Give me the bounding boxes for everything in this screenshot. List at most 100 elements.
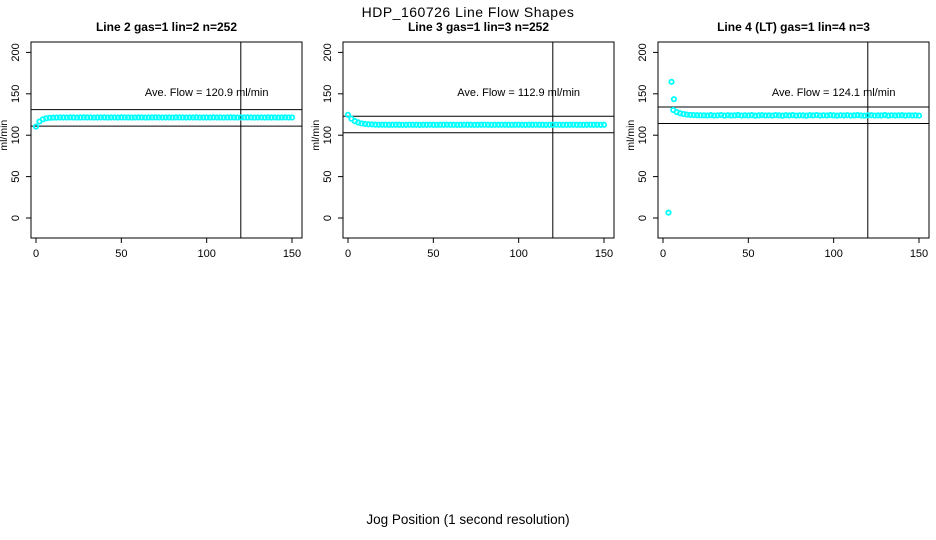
data-point (711, 112, 718, 119)
y-tick-label: 150 (322, 85, 334, 103)
data-point (573, 121, 580, 128)
x-tick-label: 100 (824, 248, 842, 260)
ave-flow-label: Ave. Flow = 124.1 ml/min (772, 87, 896, 99)
data-point (734, 111, 742, 119)
data-point (365, 121, 372, 128)
data-point (285, 114, 292, 121)
y-tick-label: 0 (10, 215, 22, 221)
data-point (833, 112, 841, 119)
x-tick-label: 50 (427, 248, 439, 260)
data-point (32, 123, 40, 130)
ave-flow-label: Ave. Flow = 120.9 ml/min (145, 87, 269, 99)
data-point (840, 112, 848, 119)
data-point (484, 121, 492, 128)
data-point (905, 112, 912, 119)
data-point (265, 114, 272, 121)
data-point (594, 121, 601, 128)
x-tick-label: 50 (742, 248, 754, 260)
data-point (148, 114, 156, 121)
data-point (827, 112, 834, 119)
data-point (206, 114, 214, 121)
data-point (288, 114, 296, 121)
data-point (857, 112, 865, 119)
panel-line4: 0 50 100 150 200 0 50 100 150 ml/min Line 4 (LT) g… (625, 20, 930, 260)
data-point (536, 121, 543, 128)
data-point (556, 121, 563, 128)
data-point (881, 112, 888, 119)
data-point (687, 111, 694, 119)
data-point (419, 121, 427, 128)
data-point (721, 112, 728, 119)
data-point (512, 121, 519, 128)
data-point (690, 111, 697, 119)
data-point (522, 121, 529, 128)
y-axis-unit-label: ml/min (310, 120, 322, 151)
data-point (775, 112, 783, 119)
data-point (464, 121, 471, 128)
y-tick-label: 150 (637, 85, 649, 103)
data-point (779, 112, 786, 119)
data-point (488, 121, 495, 128)
data-point (495, 121, 502, 128)
data-point (155, 114, 162, 121)
plot-frame (342, 41, 615, 239)
data-point (553, 121, 560, 128)
data-point (392, 121, 399, 128)
data-point (84, 114, 91, 121)
data-point (430, 121, 437, 128)
data-point (861, 112, 868, 119)
data-point (505, 121, 512, 128)
data-point (758, 112, 766, 119)
data-point (789, 112, 796, 119)
data-point (145, 114, 152, 121)
data-point (539, 121, 546, 128)
data-point (237, 114, 244, 121)
data-point (762, 112, 769, 119)
y-tick-label: 200 (637, 43, 649, 61)
data-point (583, 121, 591, 128)
data-point (515, 121, 522, 128)
data-point (587, 121, 594, 128)
data-point (121, 114, 128, 121)
data-point (597, 121, 604, 128)
x-tick-label: 50 (115, 248, 127, 260)
data-point (559, 121, 567, 128)
data-point (227, 114, 234, 121)
data-point (101, 114, 108, 121)
data-point (43, 115, 50, 122)
data-point (213, 114, 221, 121)
data-point (159, 114, 166, 121)
data-point (268, 114, 275, 121)
data-point (874, 112, 882, 119)
data-point (114, 114, 122, 121)
y-tick-label: 150 (10, 85, 22, 103)
data-point (437, 121, 444, 128)
data-point (694, 112, 701, 119)
data-point (912, 112, 919, 119)
data-point (847, 112, 854, 119)
data-point (769, 112, 776, 119)
data-point (60, 114, 67, 121)
x-tick-label: 100 (509, 248, 527, 260)
data-point (247, 114, 255, 121)
data-point (892, 112, 899, 119)
data-point (460, 121, 468, 128)
data-point (683, 111, 690, 118)
data-point (172, 114, 180, 121)
data-point (570, 121, 577, 128)
outlier-point (665, 209, 672, 216)
data-point (142, 114, 149, 121)
x-tick-label: 150 (595, 248, 613, 260)
data-point (389, 121, 396, 128)
data-point (131, 114, 139, 121)
data-point (416, 121, 423, 128)
data-point (118, 114, 125, 121)
data-point (80, 114, 87, 121)
data-point (241, 114, 248, 121)
data-point (748, 112, 755, 119)
data-point (491, 121, 498, 128)
data-point (77, 114, 84, 121)
data-point (707, 112, 714, 119)
x-tick-label: 0 (345, 248, 351, 260)
